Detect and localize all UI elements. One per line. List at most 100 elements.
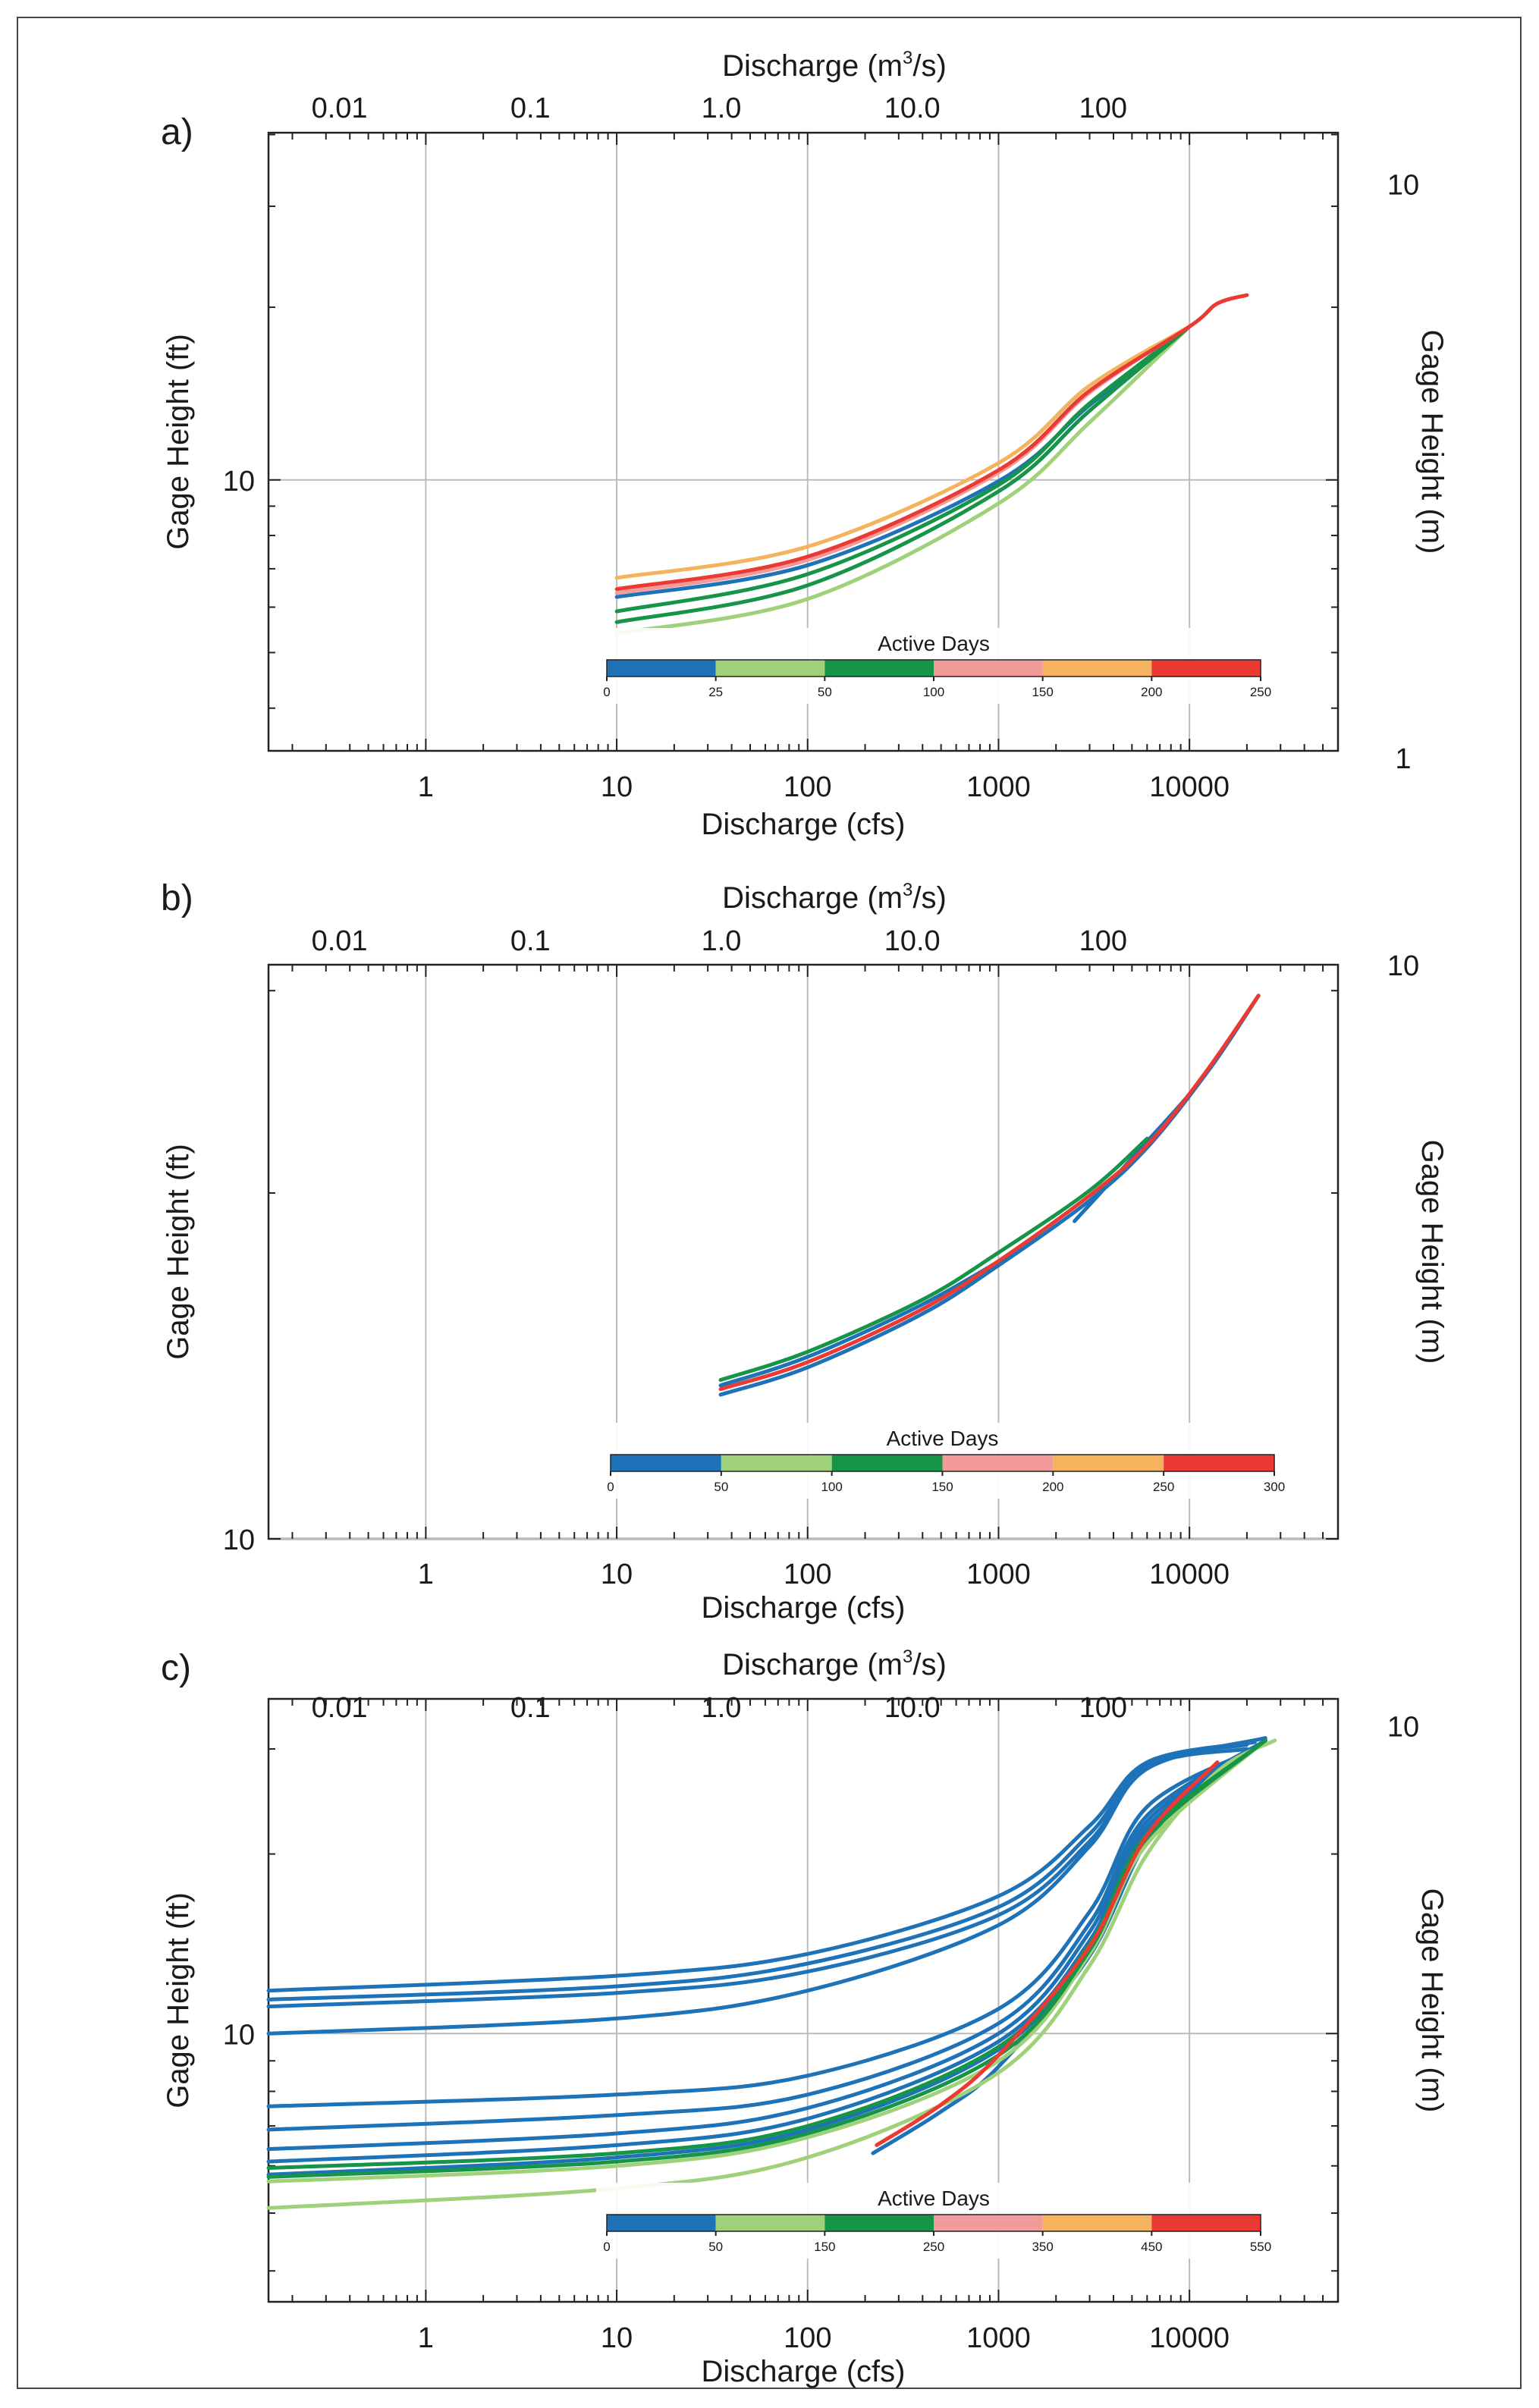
- x-tick-label: 10: [601, 2322, 633, 2354]
- x2-tick-label: 10.0: [884, 93, 941, 124]
- colorbar-segment: [824, 2215, 934, 2231]
- colorbar-segment: [607, 660, 716, 677]
- colorbar-title: Active Days: [887, 1427, 999, 1450]
- y2-axis-title: Gage Height (m): [1415, 1140, 1449, 1364]
- colorbar-tick-label: 350: [1032, 2240, 1053, 2254]
- rating-curve: [718, 1136, 1149, 1382]
- y-tick-label: 10: [223, 466, 255, 498]
- colorbar: Active Days 0 25 50 100 150 200 250: [596, 628, 1271, 704]
- curves: [614, 293, 1249, 636]
- x-tick-label: 1000: [966, 1559, 1031, 1590]
- rating-curve: [614, 293, 1249, 592]
- colorbar-segment: [1042, 2215, 1152, 2231]
- x-tick-label: 1: [418, 771, 434, 803]
- x2-axis-title: Discharge (m3/s): [722, 48, 947, 83]
- x-tick-label: 1: [418, 2322, 434, 2354]
- colorbar-segment: [1053, 1455, 1164, 1471]
- x-tick-label: 100: [784, 771, 831, 803]
- colorbar-tick-label: 150: [1032, 685, 1053, 699]
- x2-axis-title-sup: 3: [903, 1647, 912, 1667]
- x2-tick-label: 0.1: [510, 925, 551, 957]
- y-tick-label: 10: [223, 2019, 255, 2051]
- x2-axis-title-tail: /s): [912, 49, 946, 83]
- x-axis-title: Discharge (cfs): [702, 1591, 906, 1625]
- rating-curve: [718, 994, 1261, 1392]
- x-tick-label: 10000: [1149, 771, 1230, 803]
- panel-label: c): [161, 1648, 191, 1688]
- x-tick-label: 1000: [966, 771, 1031, 803]
- colorbar: Active Days 0 50 150 250 350 450 550: [596, 2183, 1271, 2259]
- rating-curve: [266, 1740, 1257, 1993]
- colorbar-tick-label: 0: [603, 2240, 610, 2254]
- rating-curve: [614, 325, 1192, 580]
- y2-tick-label: 10: [1387, 170, 1419, 202]
- y2-tick-label: 10: [1387, 950, 1419, 982]
- x-tick-label: 100: [784, 2322, 831, 2354]
- colorbar-tick-label: 200: [1042, 1480, 1063, 1494]
- x2-axis-title-sup: 3: [903, 880, 912, 900]
- rating-curve: [266, 1738, 1267, 2164]
- y2-tick-label: 10: [1387, 1711, 1419, 1743]
- colorbar-tick-label: 100: [923, 685, 944, 699]
- x-tick-label: 1: [418, 1559, 434, 1590]
- y2-tick-label: 1: [1395, 743, 1411, 775]
- colorbar-tick-label: 300: [1264, 1480, 1285, 1494]
- x2-tick-label: 1.0: [702, 93, 742, 124]
- x2-tick-label: 1.0: [702, 925, 742, 957]
- y-tick-label: 10: [223, 1524, 255, 1556]
- colorbar-segment: [1164, 1455, 1274, 1471]
- x2-tick-label: 100: [1079, 1692, 1127, 1724]
- x2-tick-label: 10.0: [884, 925, 941, 957]
- colorbar-tick-label: 200: [1141, 685, 1162, 699]
- panel-c: 1 10 100 1000 10000 0.01 0.1 1.0 10.0 100 10 10 Disc…: [161, 1647, 1449, 2388]
- x2-axis-title-tail: /s): [912, 1648, 946, 1681]
- colorbar-segment: [715, 660, 825, 677]
- rating-curve: [266, 1736, 1267, 2036]
- colorbar-segment: [1042, 660, 1152, 677]
- x2-axis-title: Discharge (m3/s): [722, 1647, 947, 1681]
- colorbar-tick-label: 250: [1153, 1480, 1174, 1494]
- y2-axis-title: Gage Height (m): [1415, 1888, 1449, 2113]
- colorbar-segment: [1151, 2215, 1261, 2231]
- colorbar-segment: [942, 1455, 1054, 1471]
- x2-axis-title-base: Discharge (m: [722, 1648, 903, 1681]
- colorbar-segment: [611, 1455, 721, 1471]
- colorbar-tick-label: 250: [923, 2240, 944, 2254]
- x2-tick-label: 0.01: [312, 1692, 368, 1724]
- rating-curve: [614, 325, 1192, 614]
- panel-label: b): [161, 878, 193, 918]
- figure-frame: [17, 17, 1522, 2389]
- curves: [718, 994, 1261, 1397]
- colorbar-segment: [934, 2215, 1043, 2231]
- y-axis-title: Gage Height (ft): [162, 1144, 195, 1360]
- x-tick-label: 1000: [966, 2322, 1031, 2354]
- rating-curve: [266, 1738, 1267, 2152]
- x2-axis-title-sup: 3: [903, 48, 912, 68]
- y-axis-title: Gage Height (ft): [162, 334, 195, 550]
- colorbar: Active Days 0 50 100 150 200 250 300: [600, 1423, 1285, 1499]
- colorbar-segment: [715, 2215, 825, 2231]
- x2-tick-label: 0.1: [510, 93, 551, 124]
- colorbar-title: Active Days: [878, 632, 990, 655]
- rating-curve: [614, 325, 1192, 624]
- rating-curve: [875, 1760, 1220, 2147]
- colorbar-tick-label: 50: [708, 2240, 723, 2254]
- colorbar-tick-label: 150: [814, 2240, 835, 2254]
- colorbar-tick-label: 100: [821, 1480, 842, 1494]
- rating-curve: [266, 1747, 1257, 2108]
- x-axis-title: Discharge (cfs): [702, 2355, 906, 2388]
- x2-axis-title-base: Discharge (m: [722, 49, 903, 83]
- x2-tick-label: 0.01: [312, 925, 368, 957]
- x-tick-label: 100: [784, 1559, 831, 1590]
- rating-curve: [614, 325, 1192, 636]
- colorbar-tick-label: 550: [1250, 2240, 1271, 2254]
- panel-label: a): [161, 112, 193, 152]
- colorbar-segment: [824, 660, 934, 677]
- rating-curve: [266, 1738, 1267, 2132]
- x2-tick-label: 10.0: [884, 1692, 941, 1724]
- colorbar-segment: [721, 1455, 832, 1471]
- colorbar-segment: [934, 660, 1043, 677]
